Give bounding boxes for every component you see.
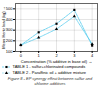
svg-text:4: 4 xyxy=(91,53,94,59)
svg-text:3: 3 xyxy=(73,53,76,59)
svg-text:0: 0 xyxy=(19,53,22,59)
svg-text:Concentration (% additive in b: Concentration (% additive in base oil) → xyxy=(21,59,92,64)
svg-text:400: 400 xyxy=(6,17,13,22)
svg-text:Mean Hertz load (kg) →: Mean Hertz load (kg) → xyxy=(1,6,6,48)
svg-text:200: 200 xyxy=(6,38,13,43)
html-text:Figure 8 - EP synergy effect b: Figure 8 - EP synergy effect between sul… xyxy=(7,76,93,86)
svg-text:100: 100 xyxy=(6,49,13,54)
svg-text:2: 2 xyxy=(55,53,58,59)
html-text:TABLE 2 - Paraffinic oil + add: TABLE 2 - Paraffinic oil + additive mixt… xyxy=(12,69,87,75)
svg-text:500: 500 xyxy=(6,6,13,11)
html-text:TABLE 1 - sulfur+chlorinated c: TABLE 1 - sulfur+chlorinated compounds xyxy=(12,64,86,69)
svg-text:300: 300 xyxy=(6,27,13,32)
svg-text:1: 1 xyxy=(37,53,40,59)
